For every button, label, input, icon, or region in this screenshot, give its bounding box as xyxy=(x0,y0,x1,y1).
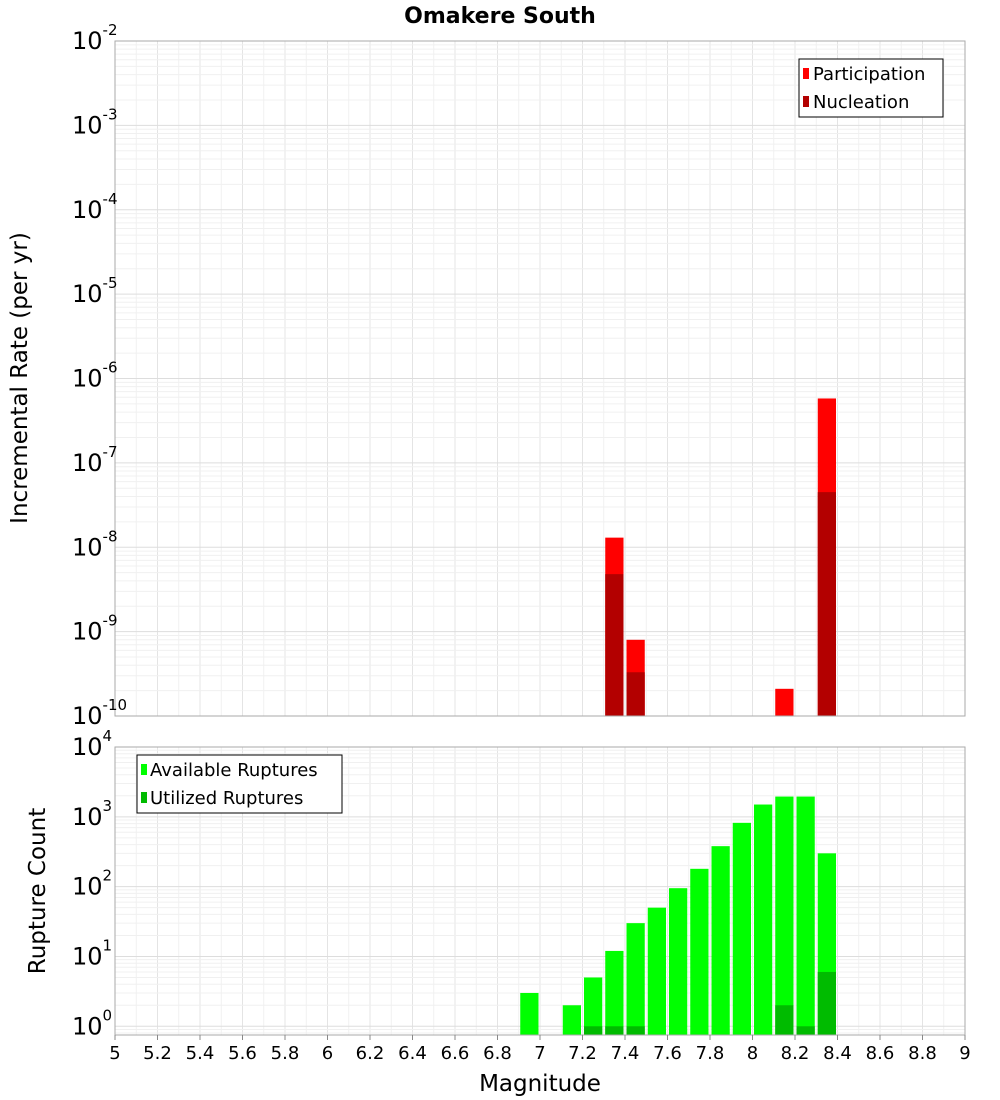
count-bar xyxy=(732,822,751,1035)
x-tick-label: 6.6 xyxy=(441,1043,470,1064)
count-bar xyxy=(626,923,645,1035)
y-tick-label: 10-2 xyxy=(72,21,118,55)
y-tick-label: 101 xyxy=(72,936,112,970)
y-tick-label: 10-6 xyxy=(72,359,118,393)
x-axis-label: Magnitude xyxy=(479,1071,601,1097)
y-tick-label: 10-3 xyxy=(72,105,118,139)
x-tick-label: 6 xyxy=(322,1043,333,1064)
x-tick-label: 5.8 xyxy=(271,1043,300,1064)
rate-bar-overlay xyxy=(605,574,624,716)
x-tick-label: 6.8 xyxy=(483,1043,512,1064)
count-y-ticks: 100 101 102 103 104 xyxy=(72,727,112,1040)
count-bar xyxy=(775,796,794,1035)
participation-legend-label: Participation xyxy=(813,64,925,85)
count-bar xyxy=(690,868,709,1035)
rate-bar-overlay xyxy=(817,492,836,716)
x-tick-label: 7.4 xyxy=(611,1043,640,1064)
rate-bar xyxy=(775,688,794,716)
count-bar xyxy=(605,950,624,1035)
x-tick-label: 5.4 xyxy=(186,1043,215,1064)
count-grid xyxy=(114,746,966,1035)
x-tick-label: 9 xyxy=(959,1043,970,1064)
y-tick-label: 100 xyxy=(72,1006,112,1040)
y-tick-label: 104 xyxy=(72,727,112,761)
y-tick-label: 10-9 xyxy=(72,612,118,646)
rate-legend: Participation Nucleation xyxy=(798,58,944,118)
x-tick-label: 7.6 xyxy=(653,1043,682,1064)
count-bar xyxy=(520,992,539,1035)
participation-legend-swatch xyxy=(803,68,809,79)
count-legend: Available Ruptures Utilized Ruptures xyxy=(136,754,343,814)
count-bar xyxy=(562,1005,581,1035)
utilized-legend-swatch xyxy=(141,792,147,803)
rate-y-axis-label: Incremental Rate (per yr) xyxy=(7,232,33,524)
x-tick-label: 5.2 xyxy=(143,1043,172,1064)
count-bars xyxy=(520,796,836,1035)
count-legend-box xyxy=(136,754,343,814)
count-bar xyxy=(754,804,773,1035)
x-tick-label: 5 xyxy=(109,1043,120,1064)
y-tick-label: 102 xyxy=(72,867,112,901)
count-panel: 100 101 102 103 104 5 5.2 5.4 5.6 5.8 6 6.2 6.4 6.6 6… xyxy=(25,727,971,1097)
available-legend-label: Available Ruptures xyxy=(150,760,318,781)
count-bar xyxy=(584,977,603,1035)
x-tick-label: 8.8 xyxy=(908,1043,937,1064)
y-tick-label: 103 xyxy=(72,797,112,831)
nucleation-legend-label: Nucleation xyxy=(813,92,909,113)
rate-plot-border xyxy=(114,40,966,717)
x-tick-label: 8.4 xyxy=(823,1043,852,1064)
count-bar xyxy=(647,907,666,1035)
rate-grid xyxy=(114,40,966,717)
x-tick-label: 7.2 xyxy=(568,1043,597,1064)
y-tick-label: 10-8 xyxy=(72,527,118,561)
rate-y-ticks: 10-10 10-9 10-8 10-7 10-6 10-5 10-4 10-3 10-2 xyxy=(72,21,127,730)
count-bar xyxy=(711,846,730,1035)
x-tick-label: 6.2 xyxy=(356,1043,385,1064)
count-bar-overlay xyxy=(796,1026,815,1035)
x-tick-label: 6.4 xyxy=(398,1043,427,1064)
chart-title: Omakere South xyxy=(404,4,596,29)
rate-panel: 10-10 10-9 10-8 10-7 10-6 10-5 10-4 10-3 10-2 In… xyxy=(7,21,966,730)
count-bar-overlay xyxy=(775,1005,794,1035)
x-tick-label: 8.6 xyxy=(866,1043,895,1064)
rate-legend-box xyxy=(798,58,944,118)
x-tick-label: 7 xyxy=(534,1043,545,1064)
x-tick-label: 8 xyxy=(747,1043,758,1064)
x-tick-label: 5.6 xyxy=(228,1043,257,1064)
count-bar xyxy=(669,888,688,1035)
y-tick-label: 10-5 xyxy=(72,274,118,308)
count-bar-overlay xyxy=(605,1026,624,1035)
count-y-axis-label: Rupture Count xyxy=(25,808,51,974)
utilized-legend-label: Utilized Ruptures xyxy=(150,788,303,809)
y-tick-label: 10-10 xyxy=(72,696,127,730)
count-bar-overlay xyxy=(584,1026,603,1035)
x-tick-label: 7.8 xyxy=(696,1043,725,1064)
y-tick-label: 10-4 xyxy=(72,190,118,224)
rate-bars xyxy=(605,398,836,716)
count-bar-overlay xyxy=(817,971,836,1035)
count-bar-overlay xyxy=(626,1026,645,1035)
x-tick-label: 8.2 xyxy=(781,1043,810,1064)
rate-bar-overlay xyxy=(626,672,645,716)
available-legend-swatch xyxy=(141,764,147,775)
magnitude-x-ticks: 5 5.2 5.4 5.6 5.8 6 6.2 6.4 6.6 6.8 7 7.2 7.4 7.6 7.8 8… xyxy=(109,1035,971,1064)
count-bar xyxy=(796,796,815,1035)
nucleation-legend-swatch xyxy=(803,96,809,107)
y-tick-label: 10-7 xyxy=(72,443,118,477)
